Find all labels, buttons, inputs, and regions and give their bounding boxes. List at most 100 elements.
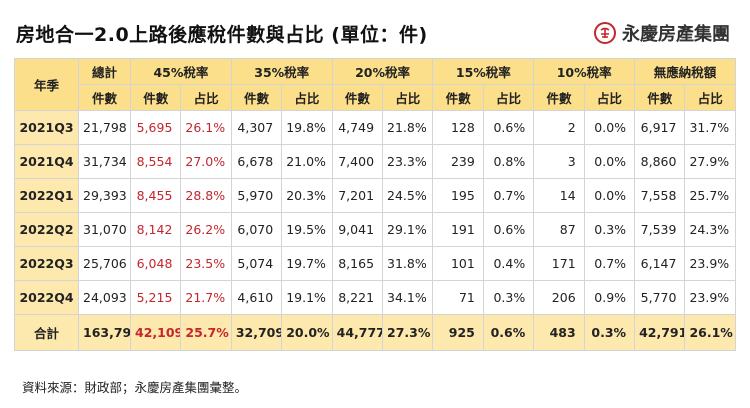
count-cell: 14 <box>533 178 585 213</box>
share-cell: 0.7% <box>583 246 636 281</box>
count-cell: 4,749 <box>331 110 384 145</box>
group-header: 20%稅率 <box>331 58 434 85</box>
sub-header: 件數 <box>634 84 686 111</box>
total-cell: 163,794 <box>78 314 131 351</box>
share-cell: 0.6% <box>482 314 535 351</box>
count-cell: 2 <box>533 110 585 145</box>
table-row: 2021Q3 21,798 5,695 26.1% 4,307 19.8% 4,749 21.… <box>14 110 736 145</box>
sub-header: 占比 <box>583 84 636 111</box>
sub-header: 占比 <box>684 84 736 111</box>
share-cell: 19.1% <box>281 280 333 315</box>
count-cell: 42,791 <box>634 314 686 351</box>
share-cell: 29.1% <box>382 212 434 247</box>
count-cell: 171 <box>533 246 585 281</box>
share-cell: 24.3% <box>684 212 736 247</box>
row-label: 2022Q2 <box>14 212 79 247</box>
share-cell: 0.3% <box>583 212 636 247</box>
count-cell: 42,109 <box>129 314 182 351</box>
share-cell: 19.5% <box>281 212 333 247</box>
total-cell: 25,706 <box>78 246 131 281</box>
share-cell: 23.5% <box>180 246 232 281</box>
share-cell: 27.3% <box>382 314 434 351</box>
count-cell: 6,917 <box>634 110 686 145</box>
count-cell: 5,770 <box>634 280 686 315</box>
total-label: 合計 <box>14 314 79 351</box>
tax-table: 年季 總計 45%稅率 35%稅率 20%稅率 15%稅率 10%稅率 無應納稅… <box>14 58 736 351</box>
count-cell: 8,554 <box>129 144 182 179</box>
count-cell: 6,048 <box>129 246 182 281</box>
share-cell: 0.3% <box>482 280 535 315</box>
share-cell: 24.5% <box>382 178 434 213</box>
count-cell: 8,221 <box>331 280 384 315</box>
share-cell: 0.8% <box>482 144 535 179</box>
brand-name: 永慶房產集團 <box>622 24 730 45</box>
sub-header: 占比 <box>382 84 434 111</box>
share-cell: 19.7% <box>281 246 333 281</box>
sub-header: 件數 <box>331 84 384 111</box>
count-cell: 71 <box>432 280 484 315</box>
count-cell: 7,539 <box>634 212 686 247</box>
table-row: 2022Q1 29,393 8,455 28.8% 5,970 20.3% 7,201 24.… <box>14 178 736 213</box>
total-row: 合計163,79442,10925.7%32,70920.0%44,77727.… <box>14 314 736 351</box>
page-title: 房地合一2.0上路後應稅件數與占比 (單位：件) <box>16 24 428 46</box>
share-cell: 25.7% <box>180 314 232 351</box>
count-cell: 87 <box>533 212 585 247</box>
total-cell: 21,798 <box>78 110 131 145</box>
count-cell: 195 <box>432 178 484 213</box>
share-cell: 0.3% <box>583 314 636 351</box>
group-header: 無應納稅額 <box>634 58 736 85</box>
count-cell: 3 <box>533 144 585 179</box>
share-cell: 20.0% <box>281 314 333 351</box>
share-cell: 20.3% <box>281 178 333 213</box>
share-cell: 0.0% <box>583 144 636 179</box>
share-cell: 0.7% <box>482 178 535 213</box>
count-cell: 8,455 <box>129 178 182 213</box>
count-cell: 483 <box>533 314 585 351</box>
sub-header: 占比 <box>482 84 535 111</box>
count-cell: 128 <box>432 110 484 145</box>
share-cell: 26.2% <box>180 212 232 247</box>
count-cell: 32,709 <box>230 314 283 351</box>
share-cell: 0.9% <box>583 280 636 315</box>
share-cell: 25.7% <box>684 178 736 213</box>
count-cell: 101 <box>432 246 484 281</box>
sub-header: 占比 <box>281 84 333 111</box>
count-cell: 5,074 <box>230 246 283 281</box>
table-row: 2022Q2 31,070 8,142 26.2% 6,070 19.5% 9,041 29.… <box>14 212 736 247</box>
total-cell: 29,393 <box>78 178 131 213</box>
group-header: 15%稅率 <box>432 58 535 85</box>
share-cell: 23.3% <box>382 144 434 179</box>
group-header: 總計 <box>78 58 131 85</box>
count-cell: 6,147 <box>634 246 686 281</box>
count-cell: 4,307 <box>230 110 283 145</box>
table-row: 2022Q3 25,706 6,048 23.5% 5,074 19.7% 8,165 31.… <box>14 246 736 281</box>
count-cell: 6,070 <box>230 212 283 247</box>
share-cell: 21.0% <box>281 144 333 179</box>
share-cell: 26.1% <box>684 314 736 351</box>
share-cell: 31.8% <box>382 246 434 281</box>
sub-header: 件數 <box>230 84 283 111</box>
count-cell: 8,860 <box>634 144 686 179</box>
count-cell: 239 <box>432 144 484 179</box>
count-cell: 925 <box>432 314 484 351</box>
share-cell: 21.7% <box>180 280 232 315</box>
group-header: 35%稅率 <box>230 58 333 85</box>
total-cell: 31,734 <box>78 144 131 179</box>
sub-header: 件數 <box>533 84 585 111</box>
count-cell: 6,678 <box>230 144 283 179</box>
count-cell: 5,970 <box>230 178 283 213</box>
table-row: 2021Q4 31,734 8,554 27.0% 6,678 21.0% 7,400 23.… <box>14 144 736 179</box>
total-cell: 24,093 <box>78 280 131 315</box>
sub-header: 件數 <box>432 84 484 111</box>
total-cell: 31,070 <box>78 212 131 247</box>
share-cell: 0.6% <box>482 212 535 247</box>
share-cell: 0.0% <box>583 110 636 145</box>
group-header: 45%稅率 <box>130 58 232 85</box>
share-cell: 0.6% <box>482 110 535 145</box>
count-cell: 4,610 <box>230 280 283 315</box>
count-cell: 8,142 <box>129 212 182 247</box>
row-label: 2022Q4 <box>14 280 79 315</box>
header-row-sub: 件數 件數 占比 件數 占比 件數 占比 件數 占比 件數 占比 件數 占比 <box>15 84 736 111</box>
brand: 永慶房產集團 <box>594 20 730 46</box>
share-cell: 0.0% <box>583 178 636 213</box>
